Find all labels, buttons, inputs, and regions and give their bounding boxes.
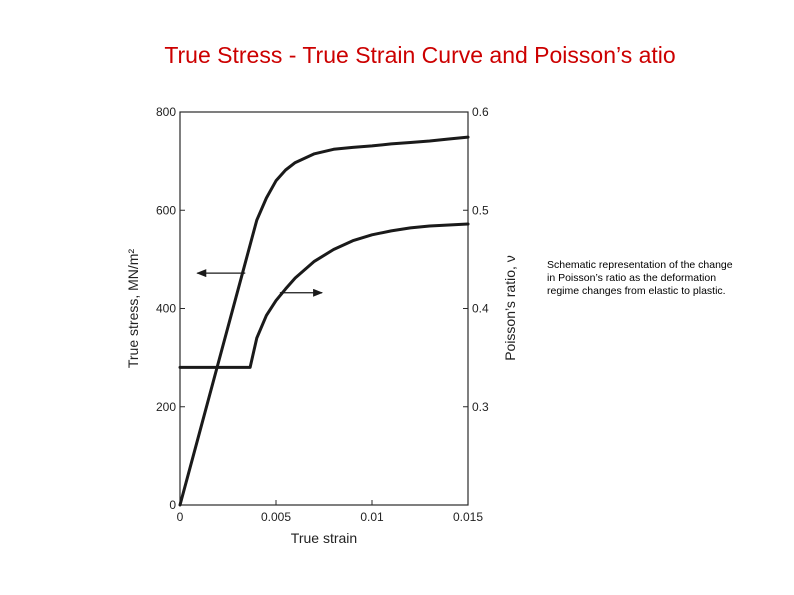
series-lines bbox=[178, 135, 470, 507]
y-tick-label: 0 bbox=[169, 498, 176, 512]
y2-tick-label: 0.3 bbox=[472, 400, 489, 414]
y2-tick-label: 0.4 bbox=[472, 302, 489, 316]
x-tick-label: 0 bbox=[177, 510, 184, 524]
y2-tick-label: 0.6 bbox=[472, 105, 489, 119]
y-tick-label: 800 bbox=[156, 105, 176, 119]
stress-strain-line bbox=[178, 135, 470, 507]
x-axis-title: True strain bbox=[291, 530, 357, 546]
axes bbox=[179, 111, 469, 506]
x-tick-label: 0.015 bbox=[453, 510, 483, 524]
y2-tick-label: 0.5 bbox=[472, 203, 489, 217]
annotation-arrows bbox=[196, 269, 324, 297]
y-axis-title: True stress, MN/m² bbox=[125, 249, 141, 369]
plot-frame bbox=[179, 111, 469, 506]
x-tick-label: 0.01 bbox=[360, 510, 384, 524]
y-tick-label: 600 bbox=[156, 203, 176, 217]
poisson-ratio-line bbox=[178, 222, 470, 369]
y2-axis-title: Poisson’s ratio, ν bbox=[502, 255, 518, 361]
x-tick-label: 0.005 bbox=[261, 510, 291, 524]
y-tick-label: 400 bbox=[156, 302, 176, 316]
y-tick-label: 200 bbox=[156, 400, 176, 414]
tick-labels: 0 0.005 0.01 0.015 0 200 400 600 800 0.3 0.4 0.5 0.6 bbox=[156, 105, 489, 524]
chart-description: Schematic representation of the change i… bbox=[547, 259, 733, 297]
slide-title: True Stress - True Strain Curve and Pois… bbox=[164, 42, 676, 68]
